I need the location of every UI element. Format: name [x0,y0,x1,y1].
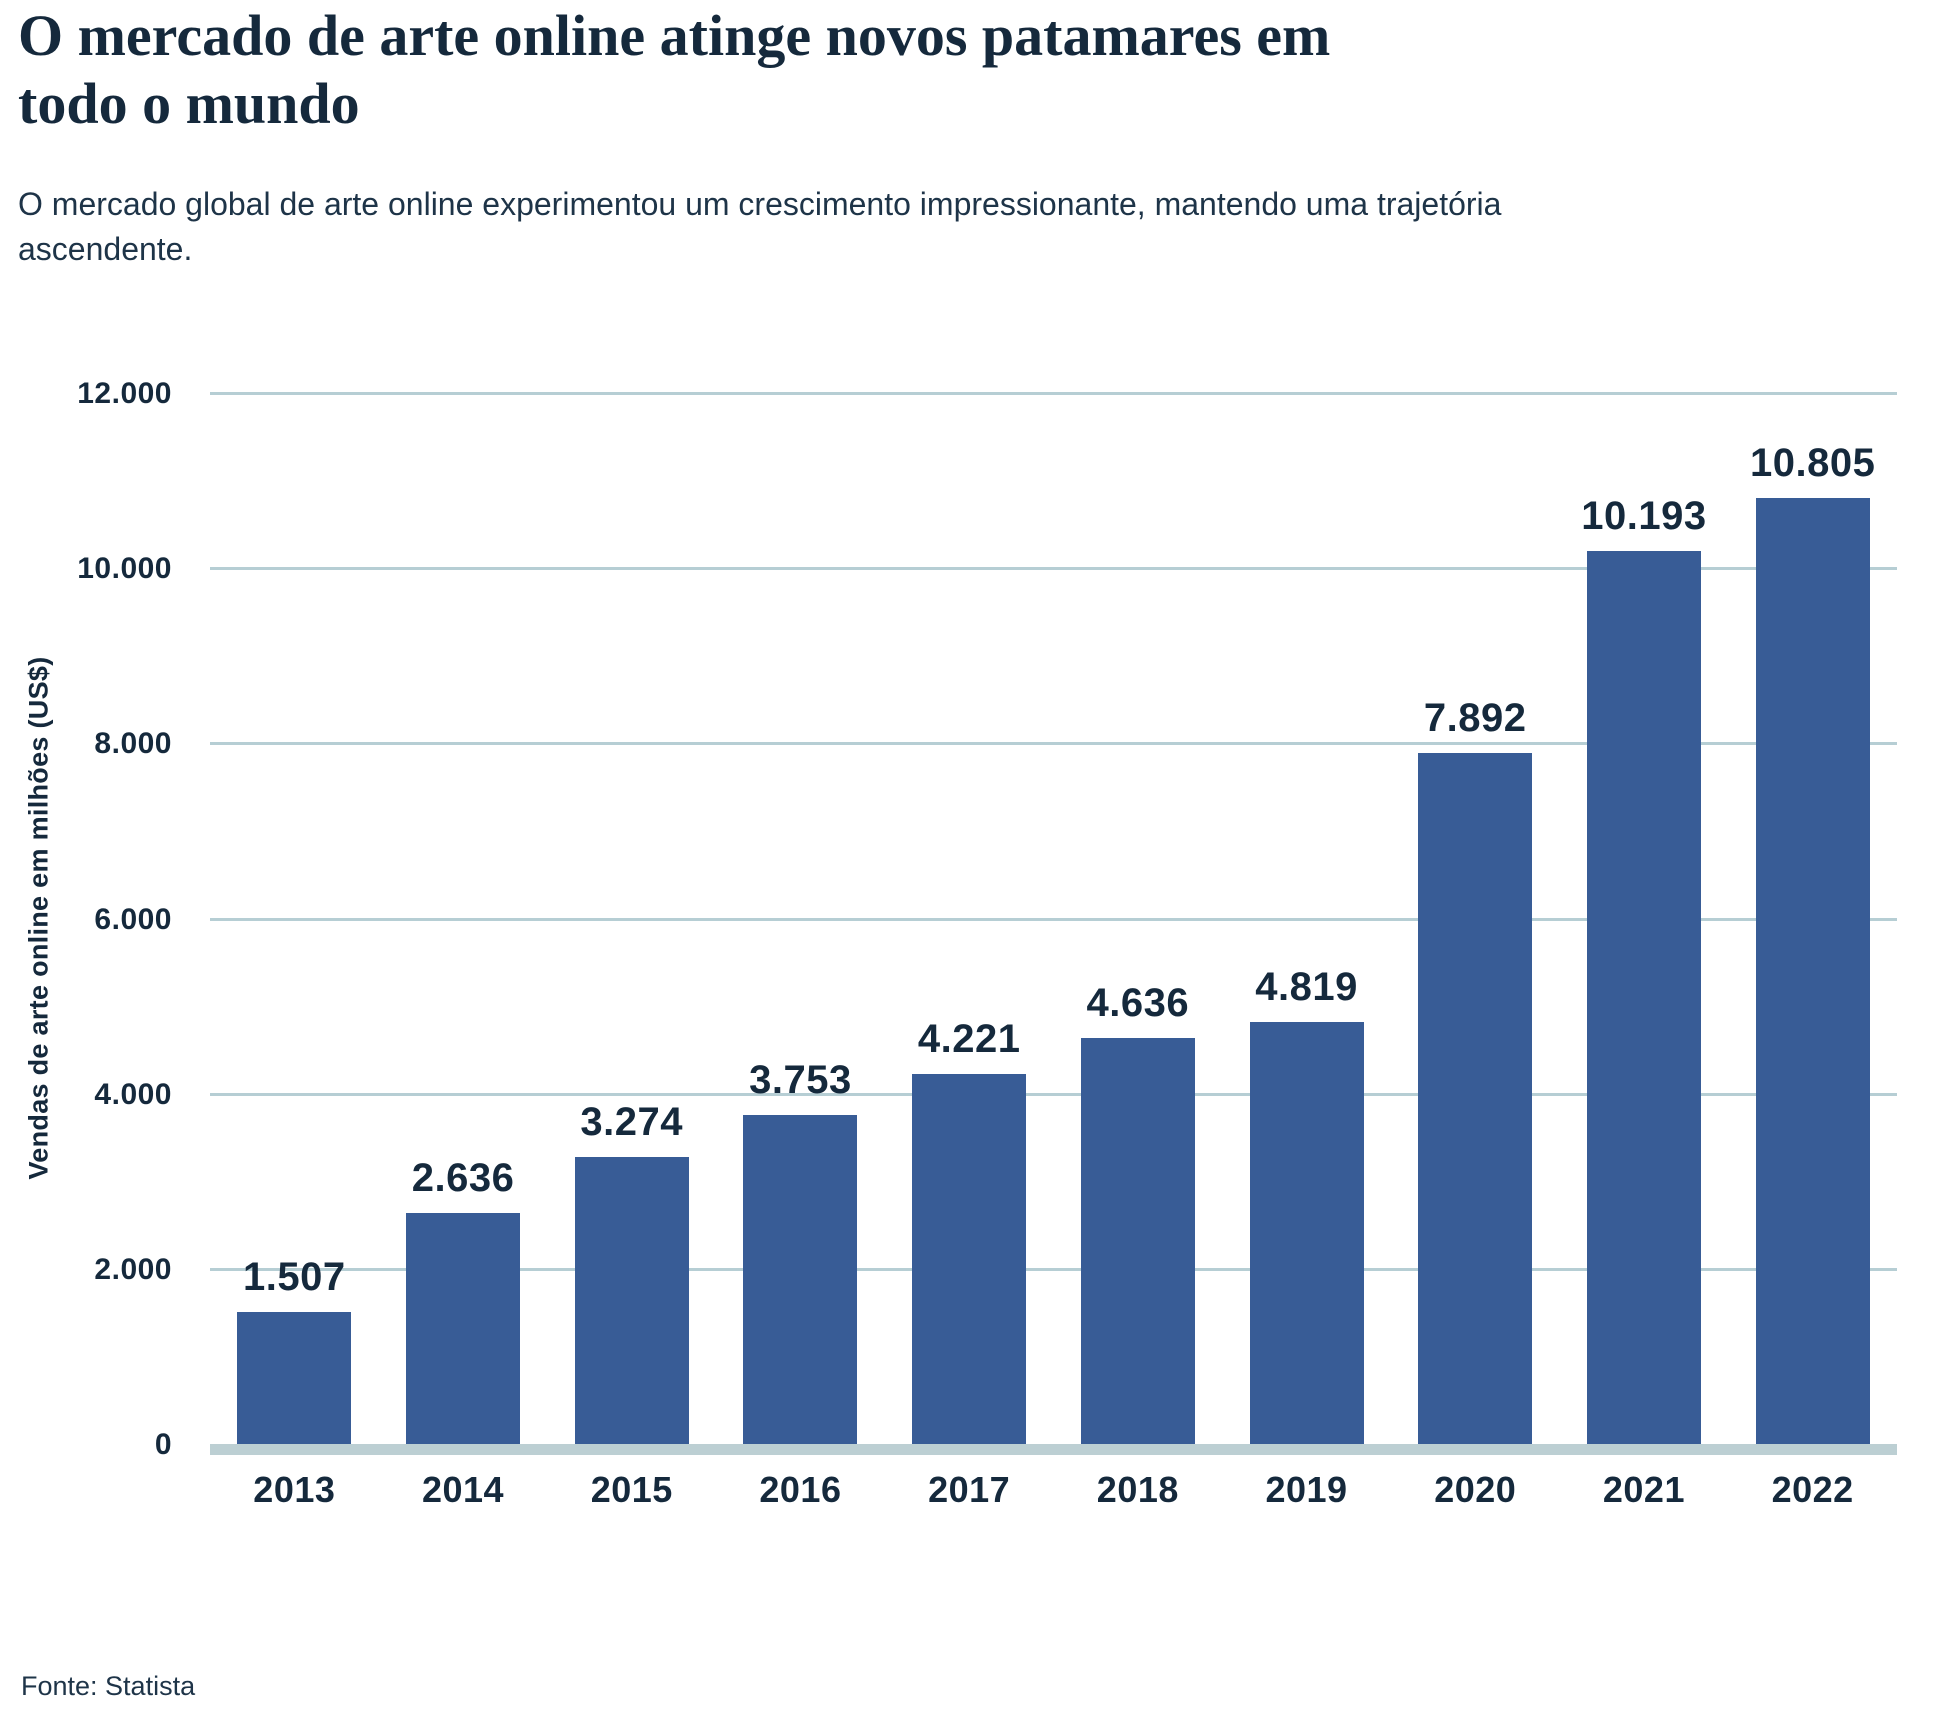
bar-2021 [1586,551,1701,1444]
y-tick-label-12.000: 12.000 [77,377,172,410]
bar-group-2021: 10.193 2021 [1560,393,1729,1510]
bar-2013 [237,1312,352,1444]
bar-value-label-2020: 7.892 [1423,696,1527,740]
bar-group-2018: 4.636 2018 [1054,393,1223,1510]
subtitle-line-2: ascendente. [18,231,193,267]
bar-value-label-2013: 1.507 [243,1255,346,1299]
bar-group-2022: 10.805 2022 [1728,393,1897,1510]
subtitle: O mercado global de arte online experime… [18,182,1578,272]
bar-value-label-2016: 3.753 [749,1058,852,1102]
x-axis-label-2019: 2019 [1265,1469,1348,1510]
x-axis-label-2021: 2021 [1602,1469,1685,1510]
x-axis-label-2017: 2017 [928,1469,1011,1510]
gridline-2.000 [210,1267,1897,1271]
bar-value-label-2015: 3.274 [580,1100,684,1144]
subtitle-line-1: O mercado global de arte online experime… [18,186,1502,222]
page-title: O mercado de arte online atinge novos pa… [18,2,1778,138]
bar-value-label-2018: 4.636 [1086,981,1190,1025]
x-axis-label-2018: 2018 [1096,1469,1179,1510]
bar-2015 [574,1157,689,1444]
y-tick-label-10.000: 10.000 [77,552,172,586]
source-note: Fonte: Statista [21,1671,196,1701]
x-axis-baseline [210,1444,1897,1455]
gridline-8.000 [210,742,1897,746]
gridline-4.000 [210,1092,1897,1096]
x-axis-label-2015: 2015 [590,1469,673,1510]
bar-2022 [1755,498,1870,1444]
bar-group-2014: 2.636 2014 [379,393,548,1510]
gridline-10.000 [210,567,1897,571]
bar-group-2020: 7.892 2020 [1391,393,1560,1510]
bar-value-label-2021: 10.193 [1581,494,1707,538]
page-title-line-1: O mercado de arte online atinge novos pa… [18,3,1331,68]
x-axis-label-2016: 2016 [759,1469,842,1510]
bar-value-label-2017: 4.221 [917,1017,1021,1061]
y-tick-label-8.000: 8.000 [94,727,172,761]
bar-value-label-2019: 4.819 [1255,965,1358,1009]
bar-2014 [406,1213,521,1444]
x-axis-label-2020: 2020 [1434,1469,1517,1510]
bar-group-2016: 3.753 2016 [716,393,885,1510]
y-tick-label-4.000: 4.000 [94,1077,172,1111]
bar-value-label-2014: 2.636 [411,1156,515,1200]
x-axis-label-2014: 2014 [421,1469,505,1510]
bar-2020 [1418,753,1533,1444]
page-title-line-2: todo o mundo [18,71,360,136]
bar-group-2019: 4.819 2019 [1222,393,1391,1510]
x-axis-label-2013: 2013 [253,1469,336,1510]
x-axis-label-2022: 2022 [1771,1469,1854,1510]
bar-group-2013: 1.507 2013 [210,393,379,1510]
bar-group-2015: 3.274 2015 [547,393,716,1510]
bar-2016 [743,1115,858,1444]
y-tick-label-6.000: 6.000 [94,902,172,936]
gridline-12.000 [210,392,1897,395]
bar-value-label-2022: 10.805 [1749,441,1876,485]
bar-2019 [1249,1022,1364,1444]
bar-2017 [912,1074,1027,1444]
bar-group-2017: 4.221 2017 [885,393,1054,1510]
y-tick-label-2.000: 2.000 [94,1252,172,1286]
y-tick-label-0: 0 [154,1428,172,1461]
plot-area: 1.507 2013 2.636 2014 3.274 2015 3.753 2016 4.22… [210,393,1897,1510]
gridline-6.000 [210,917,1897,921]
bar-2018 [1080,1038,1195,1444]
